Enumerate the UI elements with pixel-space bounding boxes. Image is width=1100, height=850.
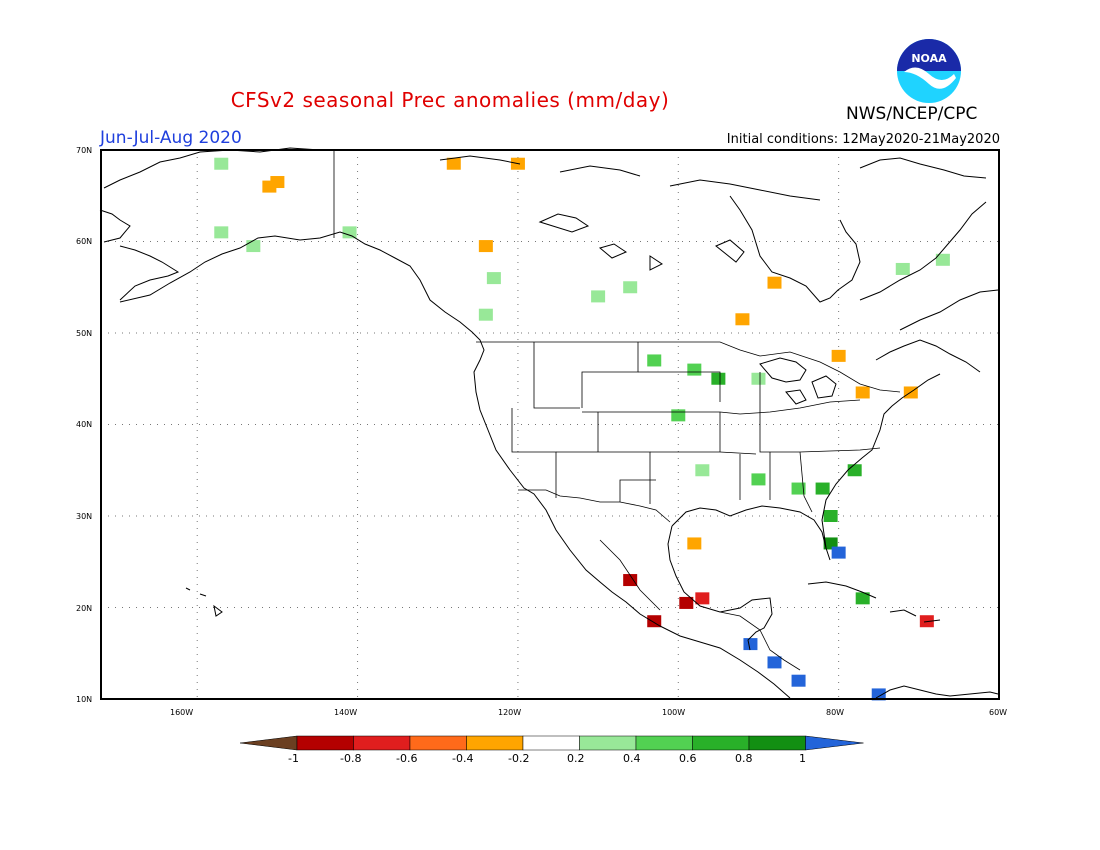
anomaly-cell: [478, 308, 493, 321]
anomaly-cell: [823, 510, 838, 522]
colorbar-label: 0.2: [567, 752, 585, 765]
noaa-logo: NOAA: [896, 38, 962, 104]
colorbar-label: -1: [288, 752, 299, 765]
colorbar-swatch: [466, 735, 524, 751]
anomaly-cell: [342, 226, 357, 239]
anomaly-cell: [679, 596, 694, 609]
colorbar-swatch: [409, 735, 467, 751]
anomaly-cell: [214, 226, 229, 239]
colorbar-swatch: [692, 735, 750, 751]
lon-label: 80W: [826, 708, 845, 717]
anomaly-cell: [935, 253, 950, 266]
map-frame: [100, 149, 1000, 700]
anomaly-cell: [486, 272, 501, 285]
chart-title: CFSv2 seasonal Prec anomalies (mm/day): [230, 88, 670, 112]
colorbar-swatch: [748, 735, 806, 751]
lat-label: 10N: [76, 695, 93, 704]
anomaly-cell: [791, 482, 806, 495]
lon-label: 60W: [989, 708, 1008, 717]
lon-label: 160W: [170, 708, 194, 717]
colorbar: [239, 735, 864, 751]
anomaly-cell: [855, 386, 870, 399]
logo-text: NOAA: [911, 52, 947, 65]
colorbar-right-arrow: [805, 735, 864, 751]
anomaly-cell: [695, 592, 710, 605]
lat-label: 60N: [76, 237, 93, 246]
coastlines: [99, 147, 999, 699]
colorbar-swatch: [296, 735, 354, 751]
lon-label: 120W: [498, 708, 522, 717]
colorbar-label: 0.8: [735, 752, 753, 765]
anomaly-cell: [246, 240, 261, 253]
colorbar-swatch: [353, 735, 411, 751]
colorbar-swatch: [635, 735, 693, 751]
lat-label: 30N: [76, 512, 93, 521]
anomaly-cell: [767, 656, 782, 669]
colorbar-swatch: [522, 735, 580, 751]
colorbar-label: -0.2: [508, 752, 530, 765]
anomaly-cell: [735, 313, 750, 326]
colorbar-label: 0.4: [623, 752, 641, 765]
lat-label: 40N: [76, 420, 93, 429]
lat-label: 70N: [76, 146, 93, 155]
colorbar-swatch: [579, 735, 637, 751]
lat-label: 50N: [76, 329, 93, 338]
colorbar-label: -0.8: [340, 752, 362, 765]
anomaly-cell: [855, 592, 870, 605]
anomaly-cell: [695, 464, 710, 477]
colorbar-label: 0.6: [679, 752, 697, 765]
initial-conditions-label: Initial conditions: 12May2020-21May2020: [726, 132, 1000, 147]
lon-label: 140W: [334, 708, 358, 717]
lat-label: 20N: [76, 604, 93, 613]
anomaly-cell: [214, 157, 229, 170]
anomaly-cell: [823, 537, 838, 550]
anomaly-cell: [791, 674, 806, 687]
graticule: [101, 150, 999, 699]
anomaly-cell: [871, 688, 886, 701]
colorbar-label: -0.6: [396, 752, 418, 765]
anomaly-cell: [751, 473, 766, 486]
season-label: Jun-Jul-Aug 2020: [100, 128, 242, 148]
anomaly-cell: [743, 638, 758, 651]
lon-label: 100W: [662, 708, 686, 717]
anomaly-cell: [767, 276, 782, 289]
anomaly-cell: [847, 464, 862, 477]
anomaly-cell: [623, 281, 638, 294]
colorbar-left-arrow: [239, 735, 298, 751]
anomaly-cell: [831, 349, 846, 362]
anomaly-field: [214, 157, 950, 701]
anomaly-cell: [831, 546, 846, 559]
colorbar-label: 1: [799, 752, 806, 765]
anomaly-cell: [895, 262, 910, 275]
anomaly-cell: [687, 537, 702, 550]
anomaly-cell: [687, 363, 702, 376]
anomaly-cell: [270, 176, 285, 189]
political-borders: [333, 150, 901, 671]
anomaly-cell: [478, 240, 493, 253]
anomaly-cell: [671, 409, 686, 422]
anomaly-cell: [751, 372, 766, 385]
anomaly-cell: [591, 290, 606, 303]
anomaly-cell: [815, 482, 830, 495]
anomaly-cell: [647, 354, 662, 367]
colorbar-label: -0.4: [452, 752, 474, 765]
anomaly-cell: [623, 574, 638, 587]
anomaly-cell: [446, 157, 461, 170]
organization-label: NWS/NCEP/CPC: [846, 104, 978, 124]
anomaly-cell: [711, 372, 726, 385]
